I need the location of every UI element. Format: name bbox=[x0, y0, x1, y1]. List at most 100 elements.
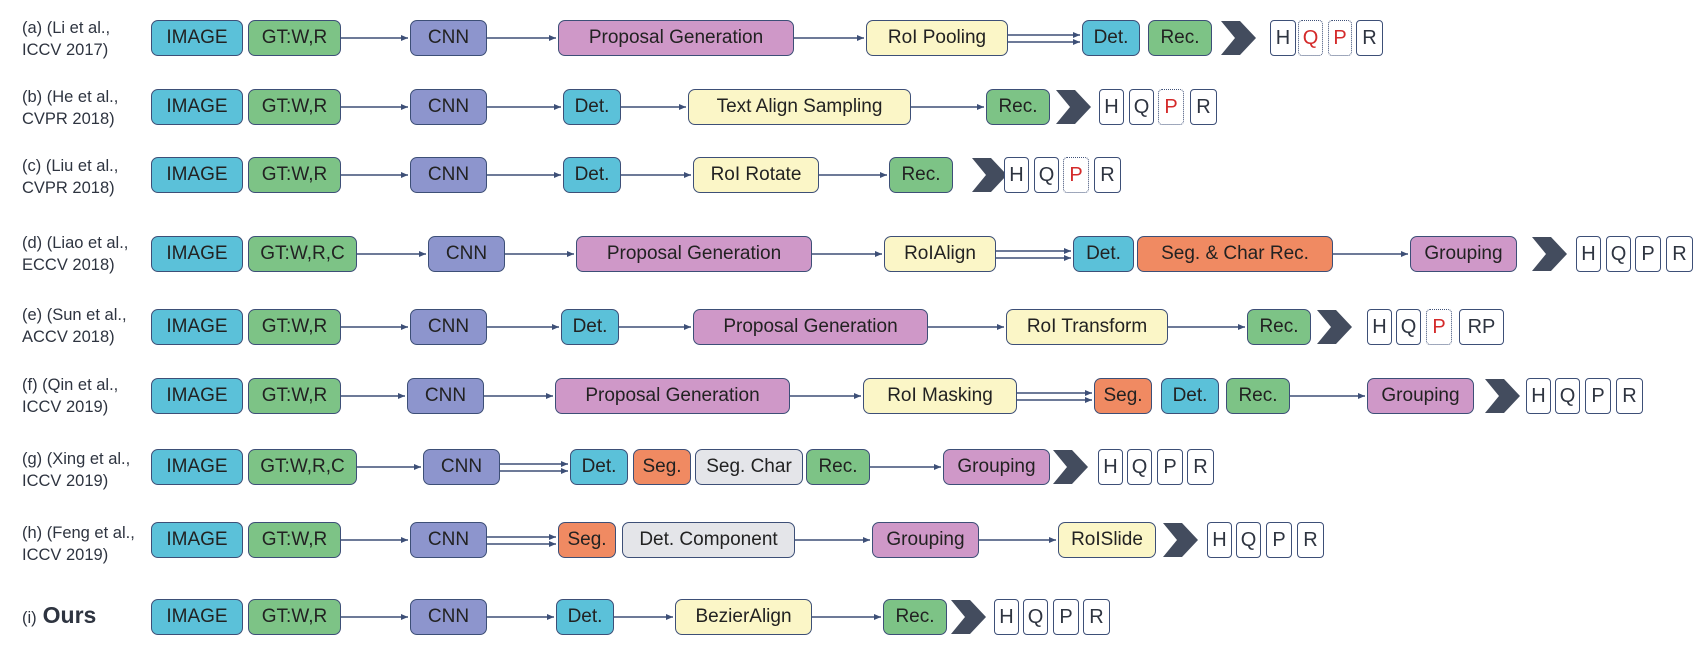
row-i-label-text: Ours bbox=[42, 602, 97, 628]
row-b-output-chevron-icon bbox=[1056, 90, 1091, 124]
row-a-output-h: H bbox=[1270, 20, 1296, 56]
row-e-image-block: IMAGE bbox=[151, 309, 243, 345]
row-c-image-block: IMAGE bbox=[151, 157, 243, 193]
row-c-output-p: P bbox=[1063, 157, 1089, 193]
row-g-output-r: R bbox=[1187, 449, 1214, 485]
row-d-output-h: H bbox=[1576, 236, 1601, 272]
row-d-image-block: IMAGE bbox=[151, 236, 243, 272]
row-a-image-block: IMAGE bbox=[151, 20, 243, 56]
row-e-roi-transform-block: RoI Transform bbox=[1006, 309, 1168, 345]
row-g-seg-block: Seg. bbox=[633, 449, 691, 485]
row-h-output-p: P bbox=[1266, 522, 1292, 558]
row-d-output-q: Q bbox=[1606, 236, 1631, 272]
row-f-cnn-block: CNN bbox=[407, 378, 484, 414]
row-b-output-r: R bbox=[1190, 89, 1217, 125]
row-a-output-chevron-icon bbox=[1221, 21, 1256, 55]
row-d-cnn-block: CNN bbox=[428, 236, 505, 272]
row-c-gt-w-r-block: GT:W,R bbox=[248, 157, 341, 193]
row-h-output-r: R bbox=[1297, 522, 1324, 558]
row-a-proposal-generation-block: Proposal Generation bbox=[558, 20, 794, 56]
row-g-gt-w-r-c-block: GT:W,R,C bbox=[248, 449, 357, 485]
row-b-rec-block: Rec. bbox=[986, 89, 1050, 125]
row-c-output-q: Q bbox=[1034, 157, 1059, 193]
row-f-output-r: R bbox=[1616, 378, 1643, 414]
row-i-cnn-block: CNN bbox=[410, 599, 487, 635]
row-i-gt-w-r-block: GT:W,R bbox=[248, 599, 341, 635]
row-e-label: (e) (Sun et al., ACCV 2018) bbox=[22, 306, 127, 346]
row-e-cnn-block: CNN bbox=[410, 309, 487, 345]
row-b-cnn-block: CNN bbox=[410, 89, 487, 125]
row-h-grouping-block: Grouping bbox=[872, 522, 979, 558]
row-f-seg-block: Seg. bbox=[1094, 378, 1152, 414]
row-b-label: (b) (He et al., CVPR 2018) bbox=[22, 88, 119, 128]
row-d-output-chevron-icon bbox=[1532, 237, 1567, 271]
row-g-cnn-block: CNN bbox=[423, 449, 500, 485]
row-f-grouping-block: Grouping bbox=[1367, 378, 1474, 414]
row-f-output-p: P bbox=[1585, 378, 1611, 414]
row-i-rec-block: Rec. bbox=[883, 599, 947, 635]
row-i-output-p: P bbox=[1053, 599, 1079, 635]
row-g-grouping-block: Grouping bbox=[943, 449, 1050, 485]
row-a-det-block: Det. bbox=[1082, 20, 1140, 56]
row-i-label-prefix: (i) bbox=[22, 609, 37, 627]
row-g-output-p: P bbox=[1157, 449, 1183, 485]
row-d-seg-and-char-rec-block: Seg. & Char Rec. bbox=[1137, 236, 1333, 272]
row-a-output-q: Q bbox=[1298, 20, 1323, 56]
row-f-rec-block: Rec. bbox=[1226, 378, 1290, 414]
row-g-seg-char-block: Seg. Char bbox=[695, 449, 803, 485]
row-b-image-block: IMAGE bbox=[151, 89, 243, 125]
row-d-roialign-block: RoIAlign bbox=[884, 236, 996, 272]
row-c-label: (c) (Liu et al., CVPR 2018) bbox=[22, 157, 119, 197]
row-e-output-q: Q bbox=[1396, 309, 1421, 345]
row-g-output-h: H bbox=[1098, 449, 1123, 485]
row-h-gt-w-r-block: GT:W,R bbox=[248, 522, 341, 558]
row-h-output-h: H bbox=[1207, 522, 1232, 558]
row-h-image-block: IMAGE bbox=[151, 522, 243, 558]
row-c-cnn-block: CNN bbox=[410, 157, 487, 193]
row-e-proposal-generation-block: Proposal Generation bbox=[693, 309, 928, 345]
row-c-output-chevron-icon bbox=[972, 158, 1007, 192]
row-h-output-chevron-icon bbox=[1163, 523, 1198, 557]
row-d-output-r: R bbox=[1666, 236, 1693, 272]
row-b-gt-w-r-block: GT:W,R bbox=[248, 89, 341, 125]
row-f-output-q: Q bbox=[1555, 378, 1580, 414]
row-f-roi-masking-block: RoI Masking bbox=[863, 378, 1017, 414]
row-f-gt-w-r-block: GT:W,R bbox=[248, 378, 341, 414]
row-g-image-block: IMAGE bbox=[151, 449, 243, 485]
row-e-output-rp: RP bbox=[1459, 309, 1504, 345]
row-f-output-h: H bbox=[1526, 378, 1551, 414]
row-h-det-component-block: Det. Component bbox=[622, 522, 795, 558]
row-c-output-r: R bbox=[1094, 157, 1121, 193]
row-b-det-block: Det. bbox=[563, 89, 621, 125]
row-i-image-block: IMAGE bbox=[151, 599, 243, 635]
row-c-output-h: H bbox=[1004, 157, 1029, 193]
row-a-cnn-block: CNN bbox=[410, 20, 487, 56]
row-e-rec-block: Rec. bbox=[1247, 309, 1311, 345]
row-h-label: (h) (Feng et al., ICCV 2019) bbox=[22, 524, 135, 564]
row-f-proposal-generation-block: Proposal Generation bbox=[555, 378, 790, 414]
row-f-det-block: Det. bbox=[1161, 378, 1219, 414]
row-i-output-q: Q bbox=[1023, 599, 1048, 635]
row-d-output-p: P bbox=[1635, 236, 1661, 272]
row-h-cnn-block: CNN bbox=[410, 522, 487, 558]
row-f-output-chevron-icon bbox=[1485, 379, 1520, 413]
row-b-text-align-sampling-block: Text Align Sampling bbox=[688, 89, 911, 125]
row-g-output-chevron-icon bbox=[1053, 450, 1088, 484]
row-d-grouping-block: Grouping bbox=[1410, 236, 1517, 272]
row-g-det-block: Det. bbox=[570, 449, 628, 485]
row-h-output-q: Q bbox=[1236, 522, 1261, 558]
row-b-output-p: P bbox=[1158, 89, 1184, 125]
row-e-gt-w-r-block: GT:W,R bbox=[248, 309, 341, 345]
row-a-rec-block: Rec. bbox=[1148, 20, 1212, 56]
row-b-output-q: Q bbox=[1129, 89, 1154, 125]
row-c-roi-rotate-block: RoI Rotate bbox=[693, 157, 819, 193]
row-e-det-block: Det. bbox=[561, 309, 619, 345]
row-g-rec-block: Rec. bbox=[806, 449, 870, 485]
row-f-image-block: IMAGE bbox=[151, 378, 243, 414]
row-a-gt-w-r-block: GT:W,R bbox=[248, 20, 341, 56]
row-i-output-chevron-icon bbox=[951, 600, 986, 634]
row-i-output-r: R bbox=[1083, 599, 1110, 635]
row-d-det-block: Det. bbox=[1073, 236, 1134, 272]
